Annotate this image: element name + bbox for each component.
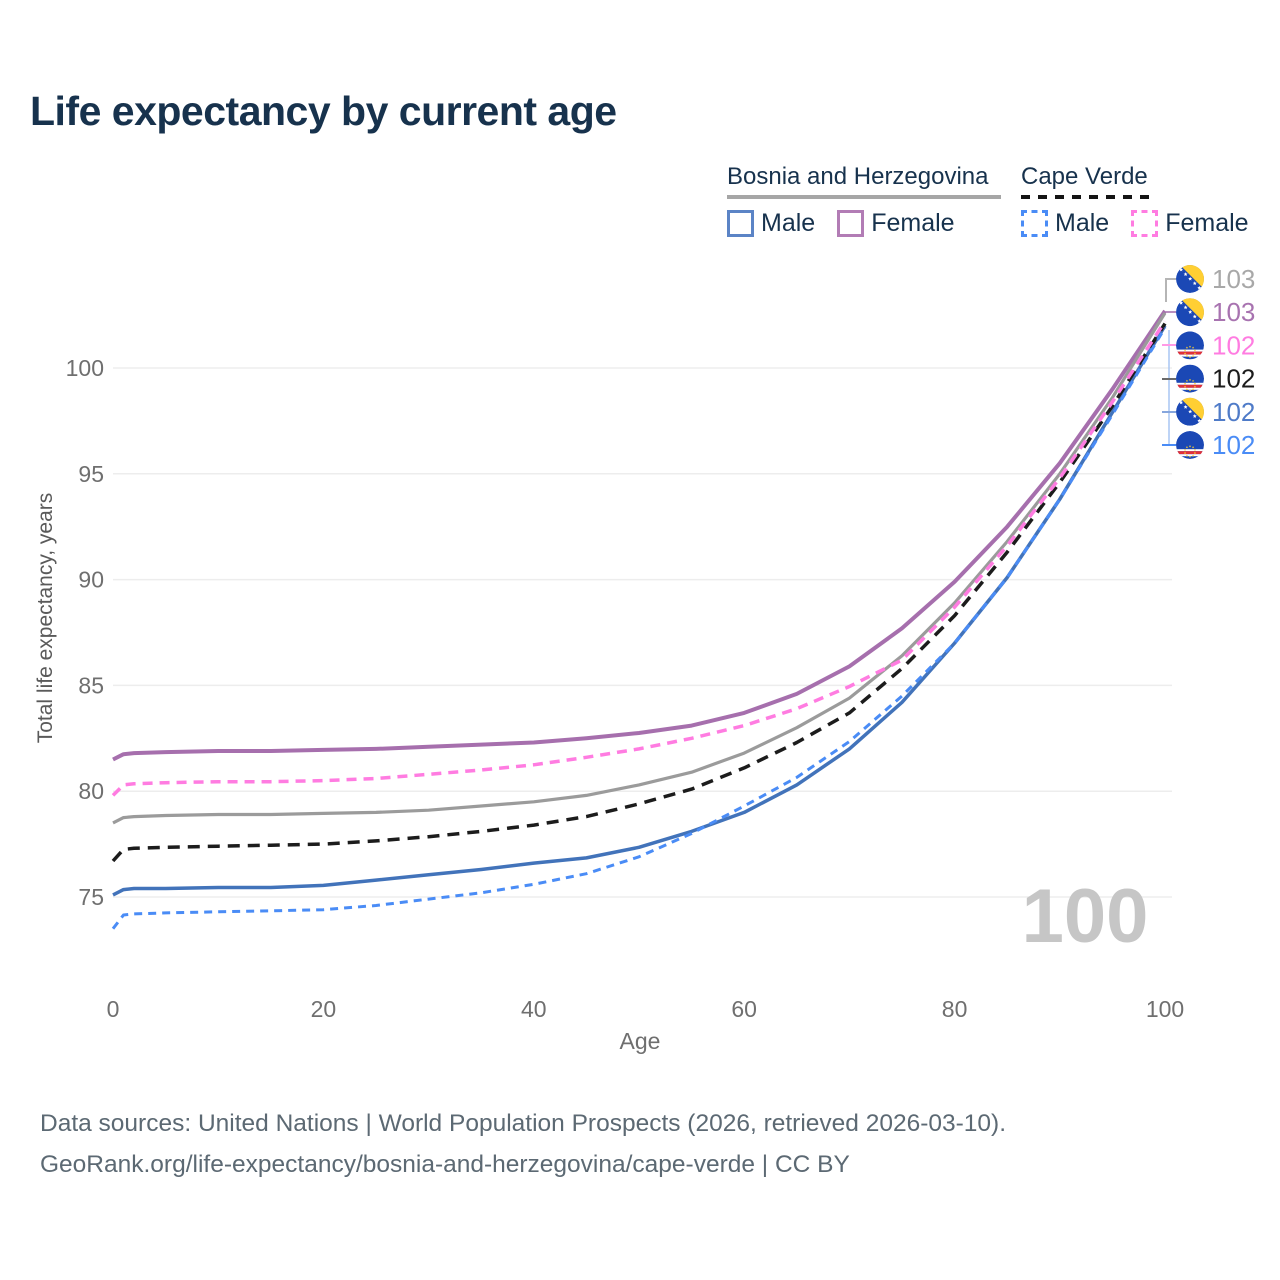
- series-line-bosnia-and-herzegovina-female: [112, 309, 1167, 762]
- x-tick-label: 0: [107, 996, 120, 1022]
- y-axis-title: Total life expectancy, years: [34, 492, 57, 744]
- series-line-cape-verde-male: [111, 327, 1167, 930]
- cape-verde-line-style-swatch: [1021, 195, 1157, 199]
- y-tick-label: 75: [78, 884, 104, 910]
- x-tick-label: 40: [521, 996, 547, 1022]
- end-value-label-bosnia-and-herzegovina-total: 103: [1212, 264, 1255, 294]
- leader-line: [1165, 278, 1176, 302]
- bosnia-herzegovina-flag-icon: [1176, 265, 1204, 293]
- y-tick-label: 80: [78, 778, 104, 804]
- x-tick-label: 20: [311, 996, 337, 1022]
- bosnia-male-swatch-icon: [727, 210, 754, 237]
- x-tick-label: 100: [1146, 996, 1184, 1022]
- legend-item-cape-verde-female[interactable]: Female: [1131, 209, 1249, 238]
- legend-label-cape-verde-male: Male: [1055, 209, 1110, 237]
- series-line-cape-verde-total: [111, 322, 1167, 863]
- legend-item-bosnia-female[interactable]: Female: [837, 209, 955, 238]
- legend-group-cape-verde: Cape Verde Male Female: [1021, 163, 1261, 238]
- cape-verde-flag-icon: [1176, 364, 1204, 393]
- y-tick-label: 90: [78, 567, 104, 593]
- cape-verde-female-swatch-icon: [1131, 210, 1159, 237]
- series-line-bosnia-and-herzegovina-total: [112, 312, 1167, 825]
- y-tick-label: 95: [78, 461, 104, 487]
- y-tick-label: 85: [78, 672, 104, 698]
- legend-country-bosnia[interactable]: Bosnia and Herzegovina: [727, 163, 989, 190]
- series-line-cape-verde-female: [111, 320, 1167, 797]
- legend-country-cape-verde[interactable]: Cape Verde: [1021, 163, 1148, 190]
- footer: Data sources: United Nations | World Pop…: [40, 1103, 1006, 1185]
- end-value-label-cape-verde-female: 102: [1212, 330, 1255, 360]
- age-watermark: 100: [1022, 874, 1149, 959]
- end-value-label-cape-verde-total: 102: [1212, 364, 1255, 394]
- y-tick-label: 100: [66, 355, 104, 381]
- series-line-bosnia-and-herzegovina-male: [112, 324, 1167, 897]
- bosnia-herzegovina-flag-icon: [1176, 397, 1204, 426]
- legend-group-bosnia: Bosnia and Herzegovina Male Female: [727, 163, 1003, 238]
- bosnia-line-style-swatch: [727, 195, 1001, 199]
- page-title: Life expectancy by current age: [30, 88, 617, 134]
- legend-item-cape-verde-male[interactable]: Male: [1021, 209, 1109, 238]
- cape-verde-flag-icon: [1176, 331, 1204, 360]
- cape-verde-flag-icon: [1176, 431, 1204, 459]
- bosnia-female-swatch-icon: [837, 210, 865, 237]
- bosnia-herzegovina-flag-icon: [1176, 298, 1204, 327]
- attribution-line: GeoRank.org/life-expectancy/bosnia-and-h…: [40, 1151, 850, 1178]
- x-tick-label: 60: [731, 996, 757, 1022]
- end-value-label-cape-verde-male: 102: [1212, 430, 1255, 460]
- data-source-line: Data sources: United Nations | World Pop…: [40, 1110, 1007, 1137]
- end-value-label-bosnia-and-herzegovina-male: 102: [1212, 397, 1255, 427]
- legend-label-bosnia-female: Female: [871, 209, 955, 237]
- legend-label-bosnia-male: Male: [761, 209, 816, 237]
- x-tick-label: 80: [942, 996, 968, 1022]
- end-value-label-bosnia-and-herzegovina-female: 103: [1212, 297, 1255, 327]
- legend-label-cape-verde-female: Female: [1165, 209, 1249, 237]
- x-axis-title: Age: [619, 1028, 661, 1054]
- legend-item-bosnia-male[interactable]: Male: [727, 209, 815, 238]
- cape-verde-male-swatch-icon: [1021, 210, 1048, 237]
